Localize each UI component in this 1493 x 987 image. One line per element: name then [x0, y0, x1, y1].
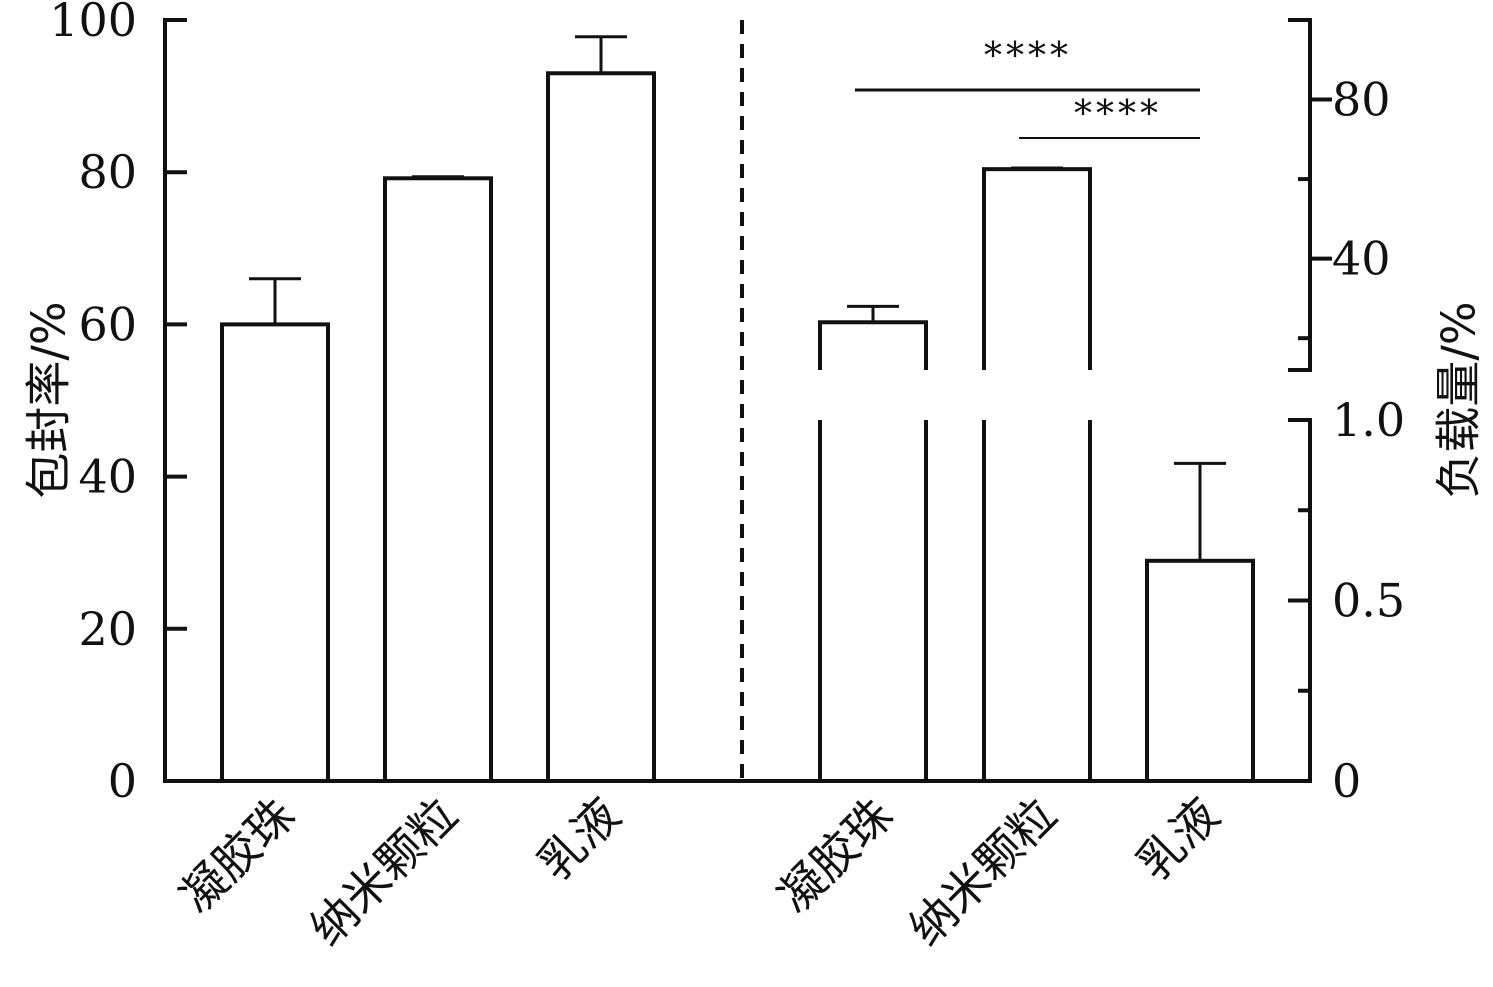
right-y-axis-title: 负载量/%	[1432, 301, 1486, 498]
right-y-tick-label: 1.0	[1332, 393, 1405, 447]
right-y-tick-label: 0	[1332, 754, 1361, 808]
left-y-tick-label: 0	[108, 754, 137, 808]
axis-break-gap	[814, 370, 932, 420]
right-bar-3	[1145, 558, 1255, 783]
left-y-tick-label: 100	[49, 0, 137, 47]
left-category-label: 凝胶珠	[169, 788, 305, 924]
left-bar-3	[546, 71, 656, 783]
left-y-axis-title: 包封率/%	[22, 301, 76, 498]
right-bar-2	[982, 167, 1092, 784]
left-y-tick-label: 40	[78, 450, 137, 504]
left-y-tick-label: 60	[78, 297, 137, 351]
right-category-label: 乳液	[1127, 788, 1230, 891]
left-category-label: 乳液	[528, 788, 631, 891]
left-y-tick-label: 20	[78, 602, 137, 656]
right-y-tick-label: 40	[1332, 232, 1391, 286]
left-y-tick-label: 80	[78, 145, 137, 199]
left-bar-1	[220, 322, 330, 783]
right-y-tick-label: 0.5	[1332, 574, 1405, 628]
significance-label-2: ****	[1074, 94, 1162, 135]
significance-label-1: ****	[984, 36, 1072, 77]
right-category-label: 凝胶珠	[767, 788, 903, 924]
left-bar-2	[383, 176, 493, 783]
axis-break-gap	[978, 370, 1096, 420]
right-category-label: 纳米颗粒	[898, 788, 1066, 956]
left-category-label: 纳米颗粒	[299, 788, 467, 956]
right-y-tick-label: 80	[1332, 73, 1391, 127]
